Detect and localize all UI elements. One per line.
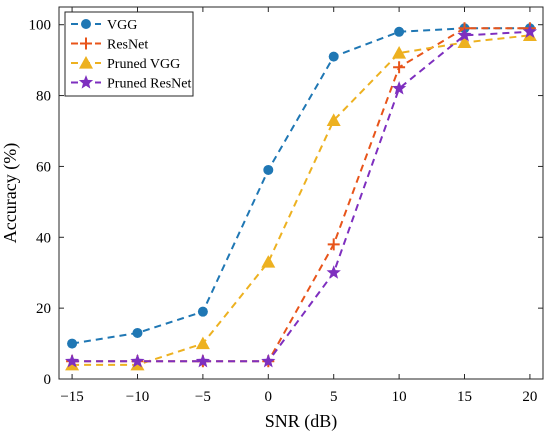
x-tick-label: −5: [195, 389, 211, 405]
data-point: [263, 164, 274, 175]
y-tick-label: 40: [36, 230, 51, 246]
y-tick-label: 100: [29, 18, 52, 34]
data-point: [326, 113, 341, 126]
legend-label: ResNet: [107, 38, 148, 53]
data-point: [457, 27, 472, 42]
data-point: [522, 24, 538, 38]
data-point: [197, 306, 208, 317]
x-tick-label: 5: [330, 389, 338, 405]
data-point: [326, 265, 341, 279]
data-point: [261, 255, 276, 268]
tick-layer: −15 −10 −5 0 5 10 15 20 0 20 40 60 80 100: [29, 7, 543, 405]
data-point: [132, 327, 143, 338]
data-point: [67, 338, 78, 349]
data-point: [393, 61, 406, 74]
data-point: [394, 26, 405, 37]
x-tick-label: −10: [126, 389, 149, 405]
y-tick-label: 0: [44, 372, 52, 388]
data-point: [195, 353, 211, 368]
data-point: [327, 238, 340, 251]
y-axis-label: Accuracy (%): [0, 143, 21, 243]
data-point: [195, 336, 210, 350]
legend-label: Pruned ResNet: [107, 77, 191, 92]
series-layer: [64, 22, 538, 371]
legend-marker: [80, 37, 92, 50]
y-tick-label: 80: [36, 89, 51, 105]
plot-area-frame: [58, 6, 544, 380]
x-tick-label: 10: [392, 389, 407, 405]
data-point: [130, 353, 145, 368]
x-axis-label: SNR (dB): [265, 411, 338, 432]
series-3: [64, 24, 538, 368]
x-tick-label: 15: [457, 389, 472, 405]
legend-label: VGG: [107, 18, 137, 33]
legend-label: Pruned VGG: [107, 57, 180, 72]
data-point: [64, 353, 80, 368]
legend-marker: [81, 19, 91, 29]
series-line: [71, 27, 530, 345]
x-tick-label: 20: [522, 389, 537, 405]
data-point: [261, 353, 276, 368]
data-point: [392, 46, 407, 59]
data-point: [457, 35, 472, 49]
data-point: [391, 80, 407, 95]
y-tick-label: 20: [36, 301, 51, 317]
legend: VGG ResNet Pruned VGG Pruned ResNet: [64, 11, 194, 97]
data-point: [328, 51, 339, 62]
y-tick-label: 60: [36, 159, 51, 175]
x-tick-label: 0: [265, 389, 273, 405]
legend-marker: [79, 56, 93, 69]
x-tick-label: −15: [60, 389, 83, 405]
legend-marker: [78, 75, 94, 89]
series-line: [72, 30, 530, 363]
